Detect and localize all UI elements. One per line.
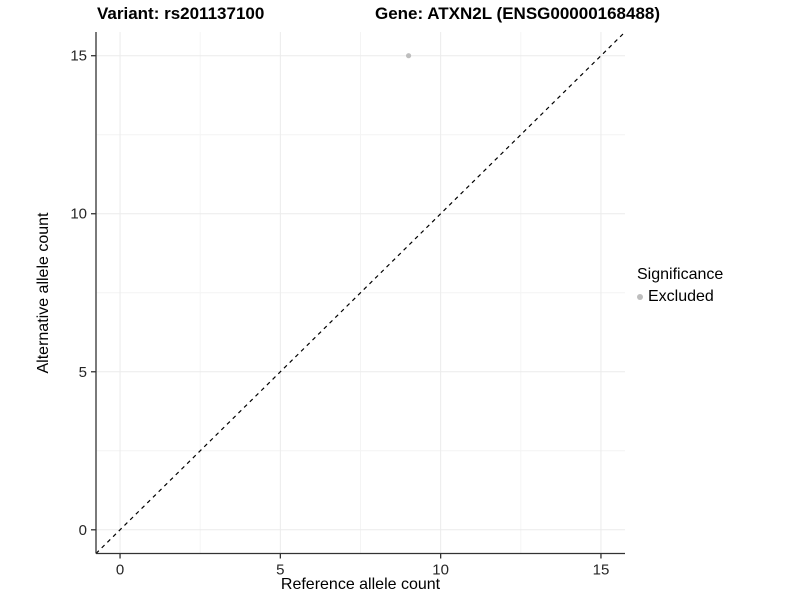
- y-tick-label: 0: [79, 522, 87, 539]
- y-axis-title: Alternative allele count: [35, 212, 52, 374]
- legend-title: Significance: [637, 266, 724, 283]
- identity-dashed-line: [95, 31, 626, 554]
- y-tick-label: 5: [79, 364, 87, 381]
- legend-point-icon: [637, 294, 643, 300]
- data-point: [405, 53, 412, 59]
- x-tick-label: 10: [432, 562, 449, 579]
- plot-title-variant: Variant: rs201137100: [97, 4, 265, 23]
- legend: Significance Excluded: [637, 266, 723, 306]
- y-tick-label: 10: [70, 206, 87, 223]
- legend-item-excluded: Excluded: [637, 288, 723, 306]
- x-tick-label: 15: [593, 562, 610, 579]
- plot-title-gene: Gene: ATXN2L (ENSG00000168488): [375, 4, 661, 23]
- x-tick-label: 0: [116, 562, 124, 579]
- y-tick-label: 15: [70, 48, 87, 65]
- legend-item-label: Excluded: [648, 288, 714, 305]
- x-axis-title: Reference allele count: [280, 576, 441, 593]
- x-tick-label: 5: [276, 562, 284, 579]
